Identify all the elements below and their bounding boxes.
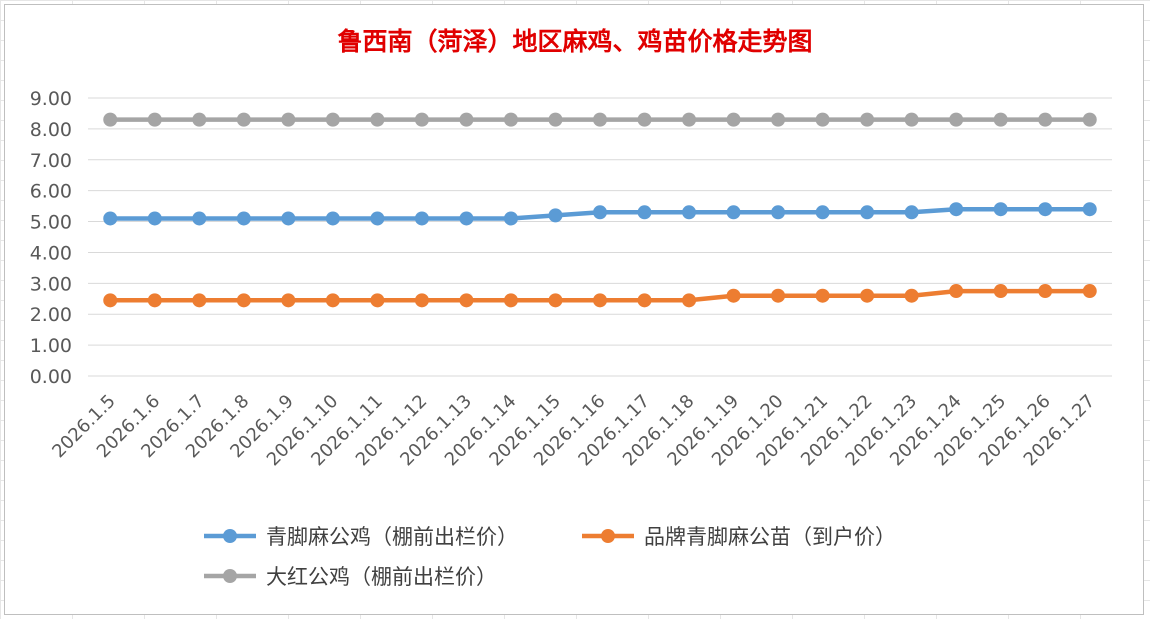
data-point[interactable] [815,205,830,220]
data-point[interactable] [860,112,875,127]
data-point[interactable] [771,205,786,220]
data-point[interactable] [726,288,741,303]
data-point[interactable] [459,293,474,308]
series-2 [103,284,1097,308]
data-point[interactable] [325,293,340,308]
data-point[interactable] [637,112,652,127]
data-point[interactable] [103,112,118,127]
data-point[interactable] [904,112,919,127]
data-point[interactable] [370,293,385,308]
data-point[interactable] [860,205,875,220]
data-point[interactable] [771,288,786,303]
data-point[interactable] [459,112,474,127]
data-point[interactable] [414,211,429,226]
data-point[interactable] [949,284,964,299]
y-tick-label: 0.00 [30,366,72,388]
data-point[interactable] [726,205,741,220]
y-tick-label: 6.00 [30,181,72,203]
data-point[interactable] [593,293,607,308]
legend: 青脚麻公鸡（棚前出栏价） 品牌青脚麻公苗（到户价） 大红公鸡（棚前出栏价） [204,525,896,589]
data-point[interactable] [147,211,162,226]
legend-marker-icon [223,529,237,543]
data-point[interactable] [370,211,385,226]
legend-label: 青脚麻公鸡（棚前出栏价） [266,525,518,549]
data-point[interactable] [637,205,652,220]
data-point[interactable] [503,293,518,308]
data-point[interactable] [548,208,563,223]
data-point[interactable] [325,211,340,226]
data-point[interactable] [771,112,786,127]
data-point[interactable] [192,112,207,127]
x-axis-tick-labels: 2026.1.52026.1.62026.1.72026.1.82026.1.9… [48,391,1099,471]
data-point[interactable] [281,293,296,308]
data-point[interactable] [815,112,830,127]
data-point[interactable] [1038,284,1053,299]
data-point[interactable] [949,202,964,217]
legend-marker-icon [223,569,237,583]
data-point[interactable] [414,293,429,308]
data-point[interactable] [904,205,919,220]
legend-item[interactable]: 大红公鸡（棚前出栏价） [204,565,497,589]
series-1 [103,202,1097,226]
data-point[interactable] [147,112,162,127]
data-point[interactable] [192,293,207,308]
data-point[interactable] [548,293,563,308]
data-point[interactable] [904,288,919,303]
data-point[interactable] [993,284,1008,299]
data-point[interactable] [325,112,340,127]
data-point[interactable] [103,211,118,226]
data-point[interactable] [682,205,697,220]
data-point[interactable] [682,112,697,127]
data-point[interactable] [860,288,875,303]
data-point[interactable] [1082,112,1097,127]
legend-marker-icon [601,529,615,543]
data-point[interactable] [1082,284,1097,299]
data-point[interactable] [637,293,652,308]
legend-label: 大红公鸡（棚前出栏价） [266,565,497,589]
data-point[interactable] [682,293,697,308]
data-point[interactable] [815,288,830,303]
data-point[interactable] [949,112,964,127]
data-point[interactable] [370,112,385,127]
legend-item[interactable]: 青脚麻公鸡（棚前出栏价） [204,525,518,549]
series-layer [103,112,1097,308]
data-point[interactable] [993,112,1008,127]
data-point[interactable] [103,293,118,308]
data-point[interactable] [147,293,162,308]
data-point[interactable] [593,112,607,127]
data-point[interactable] [236,293,251,308]
data-point[interactable] [993,202,1008,217]
data-point[interactable] [236,211,251,226]
data-point[interactable] [593,205,607,220]
data-point[interactable] [459,211,474,226]
gridlines [88,97,1112,377]
legend-item[interactable]: 品牌青脚麻公苗（到户价） [582,525,896,549]
y-tick-label: 3.00 [30,273,72,295]
y-tick-label: 1.00 [30,335,72,357]
chart-title: 鲁西南（菏泽）地区麻鸡、鸡苗价格走势图 [337,27,812,56]
series-3 [103,112,1097,127]
data-point[interactable] [1082,202,1097,217]
data-point[interactable] [1038,112,1053,127]
data-point[interactable] [281,112,296,127]
data-point[interactable] [503,211,518,226]
data-point[interactable] [192,211,207,226]
data-point[interactable] [548,112,563,127]
legend-label: 品牌青脚麻公苗（到户价） [644,525,896,549]
data-point[interactable] [236,112,251,127]
y-tick-label: 4.00 [30,242,72,264]
y-tick-label: 5.00 [30,212,72,234]
y-tick-label: 2.00 [30,304,72,326]
data-point[interactable] [414,112,429,127]
data-point[interactable] [281,211,296,226]
y-tick-label: 8.00 [30,119,72,141]
data-point[interactable] [503,112,518,127]
data-point[interactable] [1038,202,1053,217]
y-tick-label: 9.00 [30,88,72,110]
y-tick-label: 7.00 [30,150,72,172]
chart-frame[interactable] [4,4,1144,615]
y-axis-tick-labels: 0.00 1.00 2.00 3.00 4.00 5.00 6.00 7.00 8.00 9.00 [30,88,72,388]
data-point[interactable] [726,112,741,127]
